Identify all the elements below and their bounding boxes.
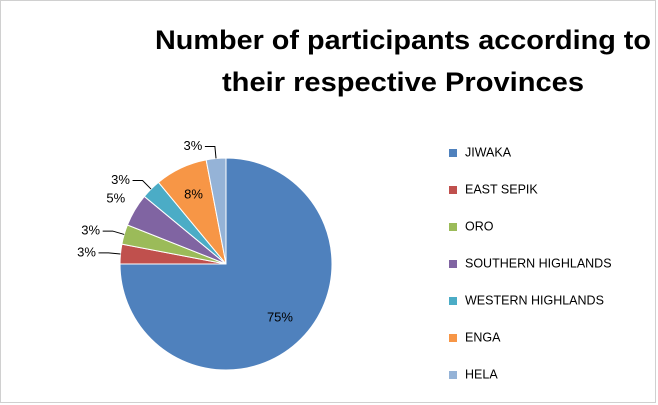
legend-label: WESTERN HIGHLANDS: [465, 293, 604, 307]
legend-swatch: [449, 297, 457, 305]
leader-line: [98, 252, 121, 255]
legend-label: HELA: [465, 367, 498, 381]
data-label: 5%: [106, 190, 125, 205]
pie-slice: [119, 157, 333, 371]
chart-title: Number of participants according to: [155, 25, 651, 55]
data-label: 3%: [77, 244, 96, 259]
data-label: 8%: [184, 186, 203, 201]
leader-line: [204, 146, 217, 159]
chart-title: their respective Provinces: [222, 67, 584, 97]
legend-swatch: [449, 186, 457, 194]
data-label: 3%: [81, 223, 100, 238]
data-label: 75%: [267, 309, 293, 324]
legend-label: ORO: [465, 219, 494, 233]
legend-swatch: [449, 149, 457, 157]
legend-label: EAST SEPIK: [465, 182, 538, 196]
data-label: 3%: [111, 172, 130, 187]
legend-label: ENGA: [465, 330, 501, 344]
legend-swatch: [449, 334, 457, 342]
legend-swatch: [449, 223, 457, 231]
legend-swatch: [449, 260, 457, 268]
legend-label: SOUTHERN HIGHLANDS: [465, 256, 612, 270]
leader-line: [132, 180, 152, 190]
legend-label: JIWAKA: [465, 145, 512, 159]
pie-slice: [205, 157, 227, 265]
leader-line: [102, 230, 125, 235]
legend-swatch: [449, 371, 457, 379]
data-label: 3%: [183, 138, 202, 153]
